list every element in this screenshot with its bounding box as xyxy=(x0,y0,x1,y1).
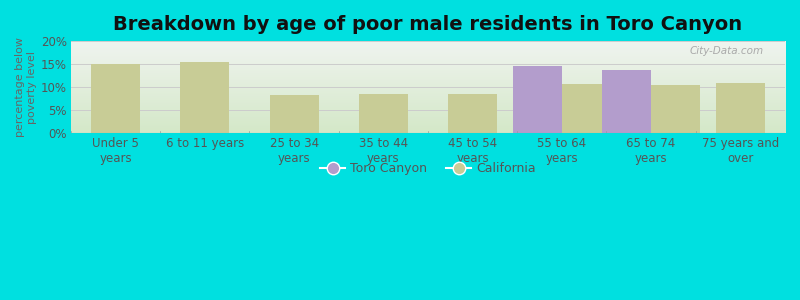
Bar xyxy=(716,82,765,133)
Bar xyxy=(270,95,318,133)
Bar xyxy=(91,64,140,133)
Y-axis label: percentage below
poverty level: percentage below poverty level xyxy=(15,37,37,137)
Bar xyxy=(562,84,611,133)
Bar xyxy=(358,94,408,133)
Bar xyxy=(602,70,651,133)
Bar xyxy=(180,62,230,133)
Title: Breakdown by age of poor male residents in Toro Canyon: Breakdown by age of poor male residents … xyxy=(114,15,742,34)
Legend: Toro Canyon, California: Toro Canyon, California xyxy=(315,158,541,181)
Bar xyxy=(448,94,497,133)
Text: City-Data.com: City-Data.com xyxy=(690,46,763,56)
Bar xyxy=(651,85,700,133)
Bar xyxy=(513,65,562,133)
